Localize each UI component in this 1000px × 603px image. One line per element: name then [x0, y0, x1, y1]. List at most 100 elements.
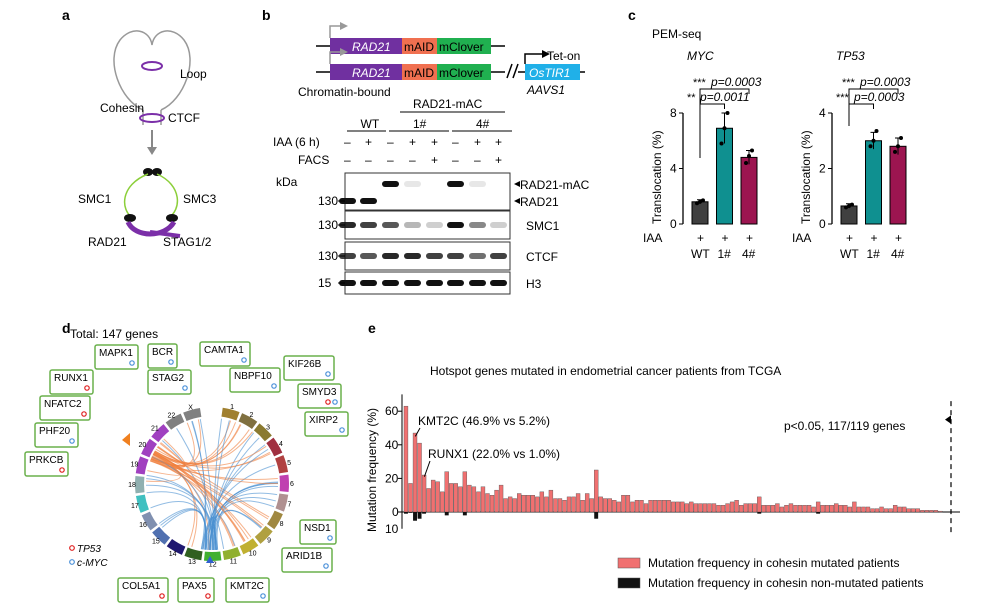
myc-marker-icon — [129, 360, 135, 366]
mutated-bar — [553, 498, 558, 513]
mutated-bar — [426, 488, 431, 513]
category-label: 4# — [742, 247, 756, 261]
chromosome-21 — [151, 424, 170, 443]
group-label: WT — [361, 117, 380, 131]
mutated-bar — [929, 510, 934, 513]
legend-label: TP53 — [77, 544, 101, 555]
mutated-bar — [661, 500, 667, 513]
mclover-box — [437, 64, 491, 80]
non-mutated-bar — [757, 512, 762, 514]
teton-arrow-icon — [524, 53, 545, 64]
row-value: + — [431, 135, 438, 149]
chromosome-label: 11 — [230, 559, 237, 566]
y-tick-label: 8 — [670, 106, 677, 120]
mclover-text: mClover — [439, 40, 484, 54]
annotation-kmt2c: KMT2C (46.9% vs 5.2%) — [418, 414, 550, 428]
gene-box-STAG2 — [147, 369, 192, 395]
construct-elements: RAD21 mAID mClover RAD21 mAID mClover Tet-on Os… — [316, 22, 585, 97]
label-loop: Loop — [180, 67, 207, 81]
mutated-bar — [517, 493, 522, 513]
chromosome-17 — [135, 494, 149, 513]
mutated-bar — [657, 500, 662, 513]
myc-marker-icon — [241, 357, 247, 363]
myc-marker-icon — [339, 427, 345, 433]
myc-marker-icon — [182, 385, 188, 391]
band — [360, 253, 377, 259]
myc-marker-icon — [332, 399, 338, 405]
y-axis-label: Translocation (%) — [799, 130, 813, 224]
mutated-bar — [430, 479, 436, 513]
gene-label: MAPK1 — [99, 348, 133, 359]
mutated-bar — [453, 483, 458, 513]
data-point — [868, 144, 873, 149]
chromosome-19 — [135, 456, 149, 475]
blot-label: RAD21 — [520, 195, 559, 209]
kda-marker: 130 — [318, 218, 338, 232]
iaa-label: IAA — [643, 231, 662, 245]
chromosome-label: 20 — [138, 442, 146, 449]
data-point — [847, 203, 851, 208]
myc-marker-icon — [260, 593, 266, 599]
row-value: + — [409, 135, 416, 149]
kda-marker: 130 — [318, 249, 338, 263]
gene-box-PRKCB — [24, 451, 69, 477]
label-smc1: SMC1 — [78, 192, 112, 206]
mutated-bar — [752, 503, 757, 513]
kda-marker: 130 — [318, 194, 338, 208]
tp53-marker-icon — [84, 385, 90, 391]
mutated-bar — [829, 505, 834, 513]
mutated-bar — [897, 506, 902, 513]
gene-label: PAX5 — [182, 581, 207, 592]
mutated-bar — [779, 506, 785, 513]
hinge — [143, 168, 153, 176]
arrow-down-icon — [147, 147, 157, 155]
chromosome-label: 3 — [266, 424, 270, 431]
iaa-value: + — [895, 231, 902, 245]
chromosome-label: 15 — [152, 539, 160, 546]
data-point — [750, 148, 754, 153]
translocation-link — [209, 515, 236, 550]
label-smc3: SMC3 — [183, 192, 217, 206]
label-stag: STAG1/2 — [163, 235, 212, 249]
head-domain — [124, 214, 136, 222]
mutated-bar — [775, 503, 780, 513]
band — [404, 181, 421, 187]
mutated-bar — [408, 483, 413, 513]
data-point — [725, 111, 730, 115]
mutated-bar — [879, 506, 884, 513]
ostir1-box — [525, 64, 580, 80]
non-mutated-bar — [422, 512, 427, 514]
mutated-bar — [757, 496, 762, 513]
p-value: p=0.0003 — [710, 75, 762, 89]
translocation-link — [216, 510, 262, 550]
row-value: – — [452, 153, 459, 167]
mutated-bar — [489, 495, 495, 513]
chromosome-3 — [253, 423, 272, 442]
mutated-bar — [883, 508, 889, 513]
band — [426, 280, 443, 286]
row-value: + — [365, 135, 372, 149]
group-header: RAD21-mAC — [413, 97, 483, 111]
gene-label: NFATC2 — [44, 399, 82, 410]
chromosome-7 — [275, 493, 289, 512]
chromosome-14 — [166, 539, 186, 555]
mutated-bar — [589, 498, 594, 513]
row-value: + — [474, 135, 481, 149]
chromosome-label: 13 — [188, 559, 196, 566]
band — [360, 222, 377, 228]
myc-marker-icon — [69, 438, 75, 444]
mutated-bar — [485, 493, 490, 513]
chromosome-label: 9 — [267, 538, 271, 545]
mutated-bar — [643, 503, 649, 513]
mutated-bar — [743, 503, 748, 513]
gene-box-XIRP2 — [304, 411, 349, 437]
gene-box-CAMTA1 — [199, 341, 251, 367]
myc-marker-icon — [325, 371, 331, 377]
translocation-link — [155, 445, 267, 467]
mutated-bar — [612, 500, 617, 513]
group-label: 1# — [413, 117, 427, 131]
mutated-bar — [530, 495, 535, 513]
significance-bracket — [848, 103, 874, 126]
row-label: IAA (6 h) — [273, 135, 320, 149]
bar-4# — [740, 156, 758, 225]
